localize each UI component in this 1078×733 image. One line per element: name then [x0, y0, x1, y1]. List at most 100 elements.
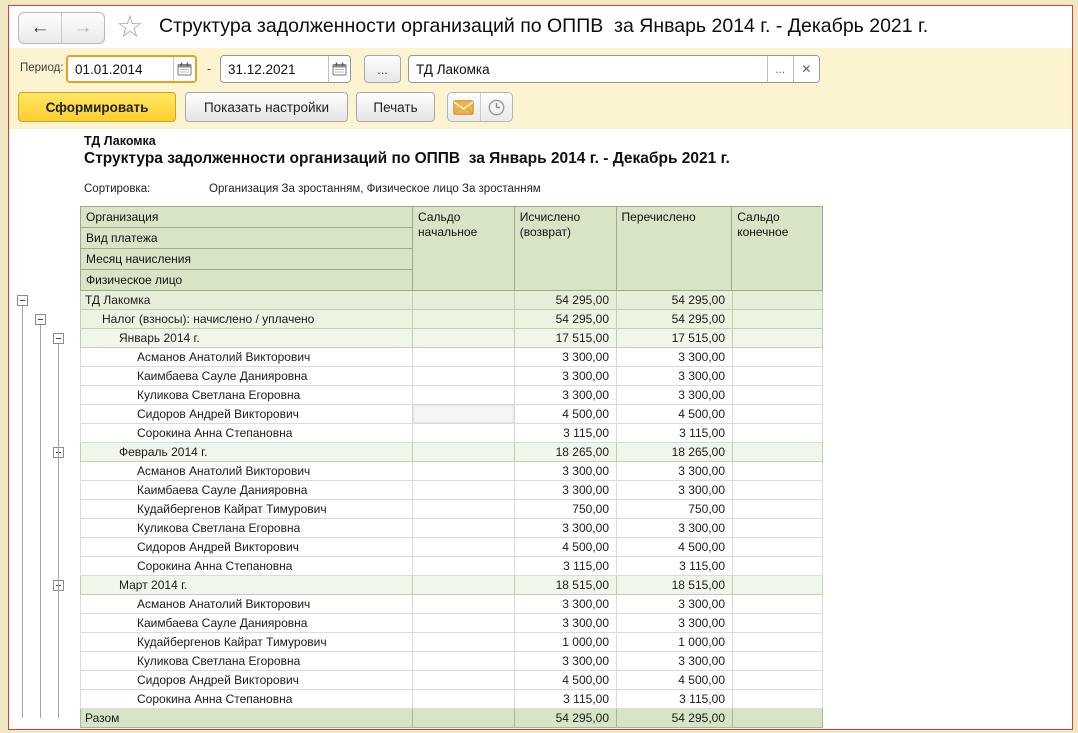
cell-saldo-end[interactable]: [733, 690, 823, 709]
cell-accrued[interactable]: 4 500,00: [515, 538, 617, 557]
cell-transferred[interactable]: 3 115,00: [617, 557, 733, 576]
calendar-icon[interactable]: [327, 56, 350, 82]
row-label-cell[interactable]: Февраль 2014 г.: [80, 443, 413, 462]
cell-saldo-start[interactable]: [413, 291, 515, 310]
cell-saldo-end[interactable]: [733, 557, 823, 576]
collapse-toggle[interactable]: [35, 314, 46, 325]
cell-saldo-start[interactable]: [413, 386, 515, 405]
row-label-cell[interactable]: Асманов Анатолий Викторович: [80, 595, 413, 614]
cell-accrued[interactable]: 750,00: [515, 500, 617, 519]
cell-transferred[interactable]: 3 300,00: [617, 652, 733, 671]
cell-saldo-start[interactable]: [413, 538, 515, 557]
organization-clear-icon[interactable]: ✕: [792, 56, 819, 82]
row-label-cell[interactable]: Сидоров Андрей Викторович: [80, 405, 413, 424]
date-from-input[interactable]: [68, 57, 173, 81]
cell-saldo-start[interactable]: [413, 443, 515, 462]
row-label-cell[interactable]: Январь 2014 г.: [80, 329, 413, 348]
cell-saldo-start[interactable]: [413, 633, 515, 652]
row-label-cell[interactable]: Сидоров Андрей Викторович: [80, 538, 413, 557]
cell-transferred[interactable]: 750,00: [617, 500, 733, 519]
cell-accrued[interactable]: 3 115,00: [515, 424, 617, 443]
cell-saldo-start[interactable]: [413, 462, 515, 481]
cell-saldo-start[interactable]: [413, 595, 515, 614]
cell-accrued[interactable]: 3 300,00: [515, 462, 617, 481]
cell-saldo-end[interactable]: [733, 481, 823, 500]
row-label-cell[interactable]: Сидоров Андрей Викторович: [80, 671, 413, 690]
cell-transferred[interactable]: 4 500,00: [617, 538, 733, 557]
cell-transferred[interactable]: 54 295,00: [617, 291, 733, 310]
schedule-button[interactable]: [481, 93, 513, 121]
row-label-cell[interactable]: Асманов Анатолий Викторович: [80, 348, 413, 367]
cell-saldo-start[interactable]: [413, 519, 515, 538]
cell-accrued[interactable]: 4 500,00: [515, 671, 617, 690]
cell-accrued[interactable]: 3 300,00: [515, 519, 617, 538]
cell-accrued[interactable]: 1 000,00: [515, 633, 617, 652]
cell-saldo-end[interactable]: [733, 519, 823, 538]
cell-saldo-end[interactable]: [733, 367, 823, 386]
cell-accrued[interactable]: 54 295,00: [515, 709, 617, 728]
cell-saldo-end[interactable]: [733, 500, 823, 519]
cell-transferred[interactable]: 3 300,00: [617, 481, 733, 500]
period-more-button[interactable]: ...: [364, 55, 401, 83]
cell-transferred[interactable]: 54 295,00: [617, 709, 733, 728]
cell-saldo-start[interactable]: [413, 576, 515, 595]
cell-transferred[interactable]: 3 115,00: [617, 690, 733, 709]
cell-accrued[interactable]: 3 300,00: [515, 367, 617, 386]
cell-accrued[interactable]: 3 300,00: [515, 481, 617, 500]
cell-accrued[interactable]: 18 265,00: [515, 443, 617, 462]
back-button[interactable]: ←: [19, 13, 62, 43]
cell-saldo-end[interactable]: [733, 329, 823, 348]
row-label-cell[interactable]: Март 2014 г.: [80, 576, 413, 595]
cell-transferred[interactable]: 3 300,00: [617, 519, 733, 538]
cell-saldo-start[interactable]: [413, 424, 515, 443]
calendar-icon[interactable]: [172, 57, 195, 81]
row-label-cell[interactable]: ТД Лакомка: [80, 291, 413, 310]
cell-saldo-start[interactable]: [413, 500, 515, 519]
cell-saldo-start[interactable]: [413, 690, 515, 709]
row-label-cell[interactable]: Асманов Анатолий Викторович: [80, 462, 413, 481]
cell-transferred[interactable]: 4 500,00: [617, 671, 733, 690]
cell-transferred[interactable]: 18 265,00: [617, 443, 733, 462]
cell-transferred[interactable]: 18 515,00: [617, 576, 733, 595]
cell-accrued[interactable]: 3 115,00: [515, 557, 617, 576]
cell-saldo-end[interactable]: [733, 424, 823, 443]
cell-saldo-end[interactable]: [733, 709, 823, 728]
cell-accrued[interactable]: 3 300,00: [515, 652, 617, 671]
cell-transferred[interactable]: 1 000,00: [617, 633, 733, 652]
cell-accrued[interactable]: 3 300,00: [515, 614, 617, 633]
cell-saldo-end[interactable]: [733, 405, 823, 424]
cell-transferred[interactable]: 3 300,00: [617, 367, 733, 386]
cell-saldo-end[interactable]: [733, 443, 823, 462]
cell-saldo-start[interactable]: [413, 671, 515, 690]
cell-saldo-end[interactable]: [733, 576, 823, 595]
collapse-toggle[interactable]: [17, 295, 28, 306]
cell-saldo-end[interactable]: [733, 462, 823, 481]
cell-saldo-start[interactable]: [413, 614, 515, 633]
row-label-cell[interactable]: Куликова Светлана Егоровна: [80, 386, 413, 405]
forward-button[interactable]: →: [62, 13, 104, 43]
cell-accrued[interactable]: 54 295,00: [515, 310, 617, 329]
cell-accrued[interactable]: 4 500,00: [515, 405, 617, 424]
cell-saldo-end[interactable]: [733, 671, 823, 690]
cell-saldo-start[interactable]: [413, 405, 515, 424]
cell-saldo-end[interactable]: [733, 652, 823, 671]
row-label-cell[interactable]: Каимбаева Сауле Данияровна: [80, 481, 413, 500]
collapse-toggle[interactable]: [53, 333, 64, 344]
row-label-cell[interactable]: Кудайбергенов Кайрат Тимурович: [80, 633, 413, 652]
cell-transferred[interactable]: 3 300,00: [617, 462, 733, 481]
cell-saldo-start[interactable]: [413, 652, 515, 671]
row-label-cell[interactable]: Сорокина Анна Степановна: [80, 424, 413, 443]
row-label-cell[interactable]: Сорокина Анна Степановна: [80, 690, 413, 709]
organization-input[interactable]: [409, 56, 767, 82]
date-to-input[interactable]: [221, 56, 328, 82]
cell-saldo-end[interactable]: [733, 348, 823, 367]
cell-saldo-end[interactable]: [733, 595, 823, 614]
cell-saldo-end[interactable]: [733, 633, 823, 652]
cell-saldo-start[interactable]: [413, 709, 515, 728]
cell-accrued[interactable]: 3 115,00: [515, 690, 617, 709]
cell-transferred[interactable]: 3 300,00: [617, 595, 733, 614]
cell-saldo-end[interactable]: [733, 614, 823, 633]
cell-accrued[interactable]: 3 300,00: [515, 386, 617, 405]
organization-select-button[interactable]: ...: [766, 56, 793, 82]
cell-saldo-end[interactable]: [733, 386, 823, 405]
